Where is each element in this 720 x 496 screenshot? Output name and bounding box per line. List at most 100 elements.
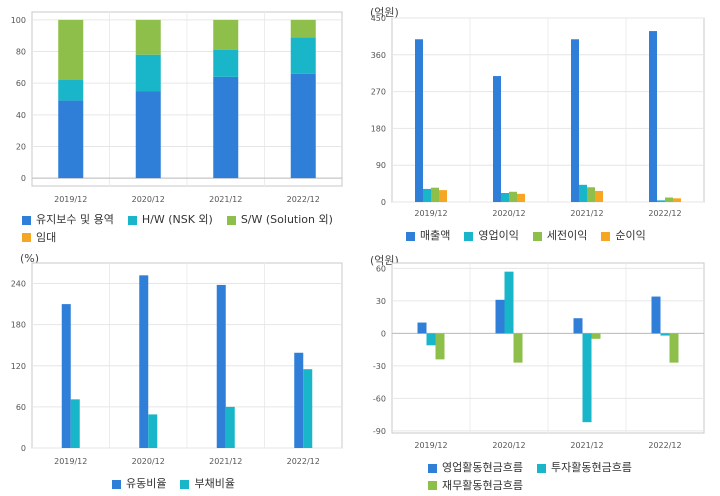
bar xyxy=(290,73,316,179)
y-tick-label: -60 xyxy=(373,394,386,403)
legend-item: 유지보수 및 용역 xyxy=(22,212,114,228)
cashflow-chart-panel: (억원) -90 -60 -30 0 30 60 2019/12 2020/12 2021/12… xyxy=(360,248,720,496)
legend-swatch xyxy=(180,479,190,489)
x-tick-label: 2022/12 xyxy=(648,209,681,218)
y-tick-label: 360 xyxy=(371,51,386,60)
bar xyxy=(431,187,439,202)
income-chart: 0 90 180 270 360 450 2019/12 2020/12 2021/12 2022… xyxy=(371,14,705,218)
bar xyxy=(573,318,583,334)
bar xyxy=(669,333,679,363)
bar xyxy=(501,193,509,202)
y-tick-label: 60 xyxy=(376,264,386,273)
legend-label: 부채비율 xyxy=(194,477,235,490)
revenue-mix-legend: 유지보수 및 용역 H/W (NSK 외) S/W (Solution 외) 임대 xyxy=(22,212,352,247)
legend-item: S/W (Solution 외) xyxy=(226,212,333,228)
bar xyxy=(595,190,603,202)
legend-item: 순이익 xyxy=(601,228,646,244)
legend-item: 매출액 xyxy=(406,228,450,244)
legend-item: 재무활동현금흐름 xyxy=(428,478,523,494)
bar xyxy=(225,406,235,448)
bar xyxy=(673,198,681,202)
revenue-mix-chart-panel: 0 20 40 60 80 100 2019/12 2020/12 2021/12 2022/12… xyxy=(0,0,360,248)
bar xyxy=(587,187,595,202)
y-tick-label: -30 xyxy=(373,362,386,371)
bar xyxy=(58,100,84,179)
y-tick-label: 180 xyxy=(371,124,386,133)
bar xyxy=(649,31,657,203)
y-tick-label: 100 xyxy=(11,16,26,25)
bar xyxy=(415,39,423,202)
bar xyxy=(58,19,84,81)
x-tick-label: 2020/12 xyxy=(132,195,165,204)
income-unit-label: (억원) xyxy=(370,6,399,19)
legend-swatch xyxy=(464,231,474,241)
bar xyxy=(571,39,579,202)
y-tick-label: 90 xyxy=(376,161,386,170)
legend-swatch xyxy=(22,233,31,242)
legend-item: 투자활동현금흐름 xyxy=(536,460,632,476)
x-tick-label: 2022/12 xyxy=(287,457,320,466)
bar xyxy=(213,76,239,179)
x-tick-label: 2021/12 xyxy=(209,457,242,466)
y-tick-label: 240 xyxy=(11,280,26,289)
legend-label: 순이익 xyxy=(615,229,646,242)
bar xyxy=(439,190,447,202)
ratio-unit-label: (%) xyxy=(20,252,40,265)
legend-swatch xyxy=(112,479,121,489)
bar xyxy=(665,197,673,202)
x-tick-label: 2022/12 xyxy=(648,441,681,450)
legend-swatch xyxy=(532,231,542,241)
bar xyxy=(303,369,313,448)
bar xyxy=(61,304,71,448)
y-tick-label: 30 xyxy=(376,297,386,306)
ratio-chart: 0 60 120 180 240 2019/12 2020/12 2021/12 2022/12 xyxy=(11,262,343,466)
bar xyxy=(135,54,161,92)
bar xyxy=(517,193,525,202)
y-tick-label: 60 xyxy=(16,403,26,412)
legend-label: 영업이익 xyxy=(478,229,519,242)
x-tick-label: 2019/12 xyxy=(414,209,447,218)
bar xyxy=(216,284,226,448)
y-tick-label: 20 xyxy=(16,142,26,151)
legend-label: S/W (Solution 외) xyxy=(240,213,333,226)
bar xyxy=(509,191,517,202)
ratio-legend: 유동비율 부채비율 xyxy=(112,476,352,494)
legend-label: 재무활동현금흐름 xyxy=(442,478,523,492)
bar xyxy=(135,91,161,179)
legend-swatch xyxy=(428,481,437,490)
bar xyxy=(660,333,670,336)
bar xyxy=(513,333,523,363)
x-tick-label: 2021/12 xyxy=(570,209,603,218)
legend-label: 임대 xyxy=(36,230,57,244)
legend-swatch xyxy=(22,215,31,225)
y-tick-label: 120 xyxy=(11,362,26,371)
y-tick-label: 0 xyxy=(381,329,386,338)
y-tick-label: 0 xyxy=(21,174,26,183)
legend-swatch xyxy=(428,463,437,473)
bar xyxy=(417,322,427,334)
x-tick-label: 2020/12 xyxy=(132,457,165,466)
x-tick-label: 2020/12 xyxy=(492,209,525,218)
legend-item: H/W (NSK 외) xyxy=(127,212,213,228)
y-tick-label: 60 xyxy=(16,79,26,88)
x-tick-label: 2019/12 xyxy=(54,457,87,466)
bar xyxy=(290,37,316,74)
income-legend: 매출액 영업이익 세전이익 순이익 xyxy=(406,228,716,246)
legend-label: 매출액 xyxy=(420,229,451,242)
bar xyxy=(423,188,431,202)
legend-item: 영업이익 xyxy=(464,228,519,244)
bar xyxy=(58,80,84,101)
legend-item: 영업활동현금흐름 xyxy=(428,460,523,476)
legend-swatch xyxy=(226,215,236,225)
bar xyxy=(591,333,601,339)
legend-swatch xyxy=(601,231,611,241)
legend-item: 부채비율 xyxy=(180,476,235,492)
bar xyxy=(651,296,661,334)
bar xyxy=(493,76,501,202)
y-tick-label: 270 xyxy=(371,88,386,97)
revenue-mix-chart: 0 20 40 60 80 100 2019/12 2020/12 2021/12 2022/12 xyxy=(11,11,343,204)
legend-label: 세전이익 xyxy=(546,229,588,242)
bar xyxy=(70,399,80,448)
bar xyxy=(657,200,665,202)
